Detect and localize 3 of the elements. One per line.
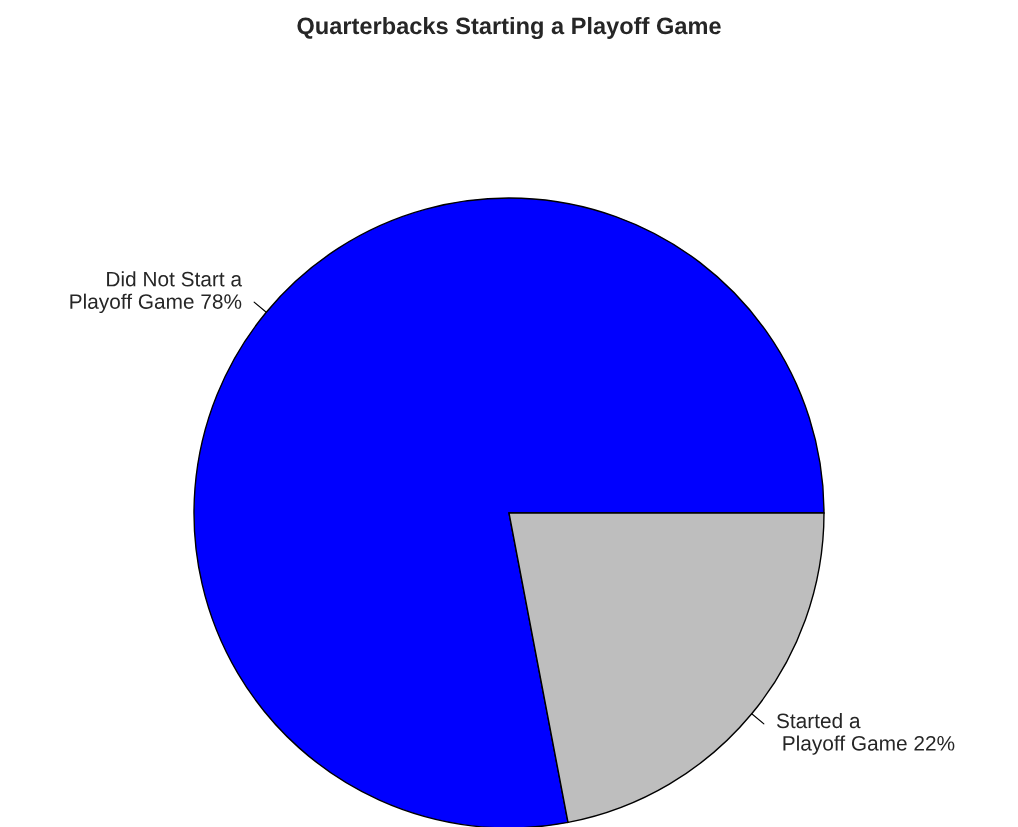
chart-title: Quarterbacks Starting a Playoff Game bbox=[297, 16, 721, 40]
slice-label: Started a Playoff Game 22% bbox=[776, 712, 955, 755]
slice-label: Did Not Start a Playoff Game 78% bbox=[70, 271, 243, 314]
